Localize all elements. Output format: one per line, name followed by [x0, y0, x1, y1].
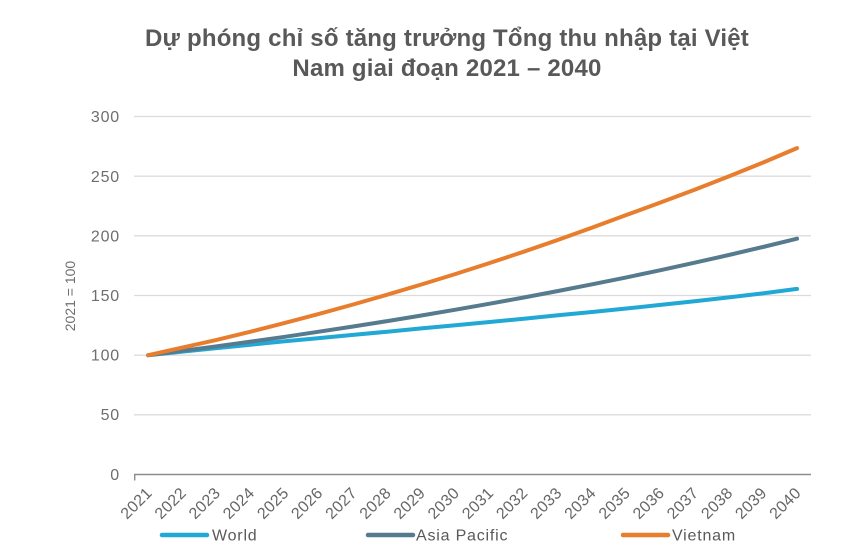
svg-text:2022: 2022: [152, 485, 190, 523]
svg-text:Asia Pacific: Asia Pacific: [416, 528, 508, 545]
svg-text:2037: 2037: [664, 485, 702, 523]
svg-text:2033: 2033: [528, 485, 566, 523]
svg-text:2032: 2032: [493, 485, 531, 523]
svg-text:0: 0: [110, 467, 120, 484]
svg-text:250: 250: [91, 169, 120, 186]
svg-text:50: 50: [101, 407, 120, 424]
svg-text:2030: 2030: [425, 485, 463, 523]
svg-text:2023: 2023: [186, 485, 224, 523]
svg-text:2025: 2025: [254, 485, 292, 523]
svg-text:2040: 2040: [767, 485, 805, 523]
svg-text:2029: 2029: [391, 485, 429, 523]
svg-text:2031: 2031: [459, 485, 497, 523]
svg-text:2028: 2028: [357, 485, 395, 523]
svg-text:2027: 2027: [323, 485, 361, 523]
svg-text:World: World: [212, 528, 258, 545]
svg-text:Vietnam: Vietnam: [672, 528, 736, 545]
svg-text:300: 300: [91, 109, 120, 126]
svg-text:2021: 2021: [118, 485, 156, 523]
svg-text:100: 100: [91, 348, 120, 365]
svg-text:200: 200: [91, 229, 120, 246]
svg-text:2038: 2038: [698, 485, 736, 523]
svg-text:2039: 2039: [732, 485, 770, 523]
svg-text:2035: 2035: [596, 485, 634, 523]
svg-text:2026: 2026: [288, 485, 326, 523]
svg-text:2021 = 100: 2021 = 100: [62, 261, 78, 332]
svg-text:150: 150: [91, 288, 120, 305]
svg-text:2024: 2024: [220, 485, 258, 523]
svg-text:2036: 2036: [630, 485, 668, 523]
svg-text:2034: 2034: [562, 485, 600, 523]
